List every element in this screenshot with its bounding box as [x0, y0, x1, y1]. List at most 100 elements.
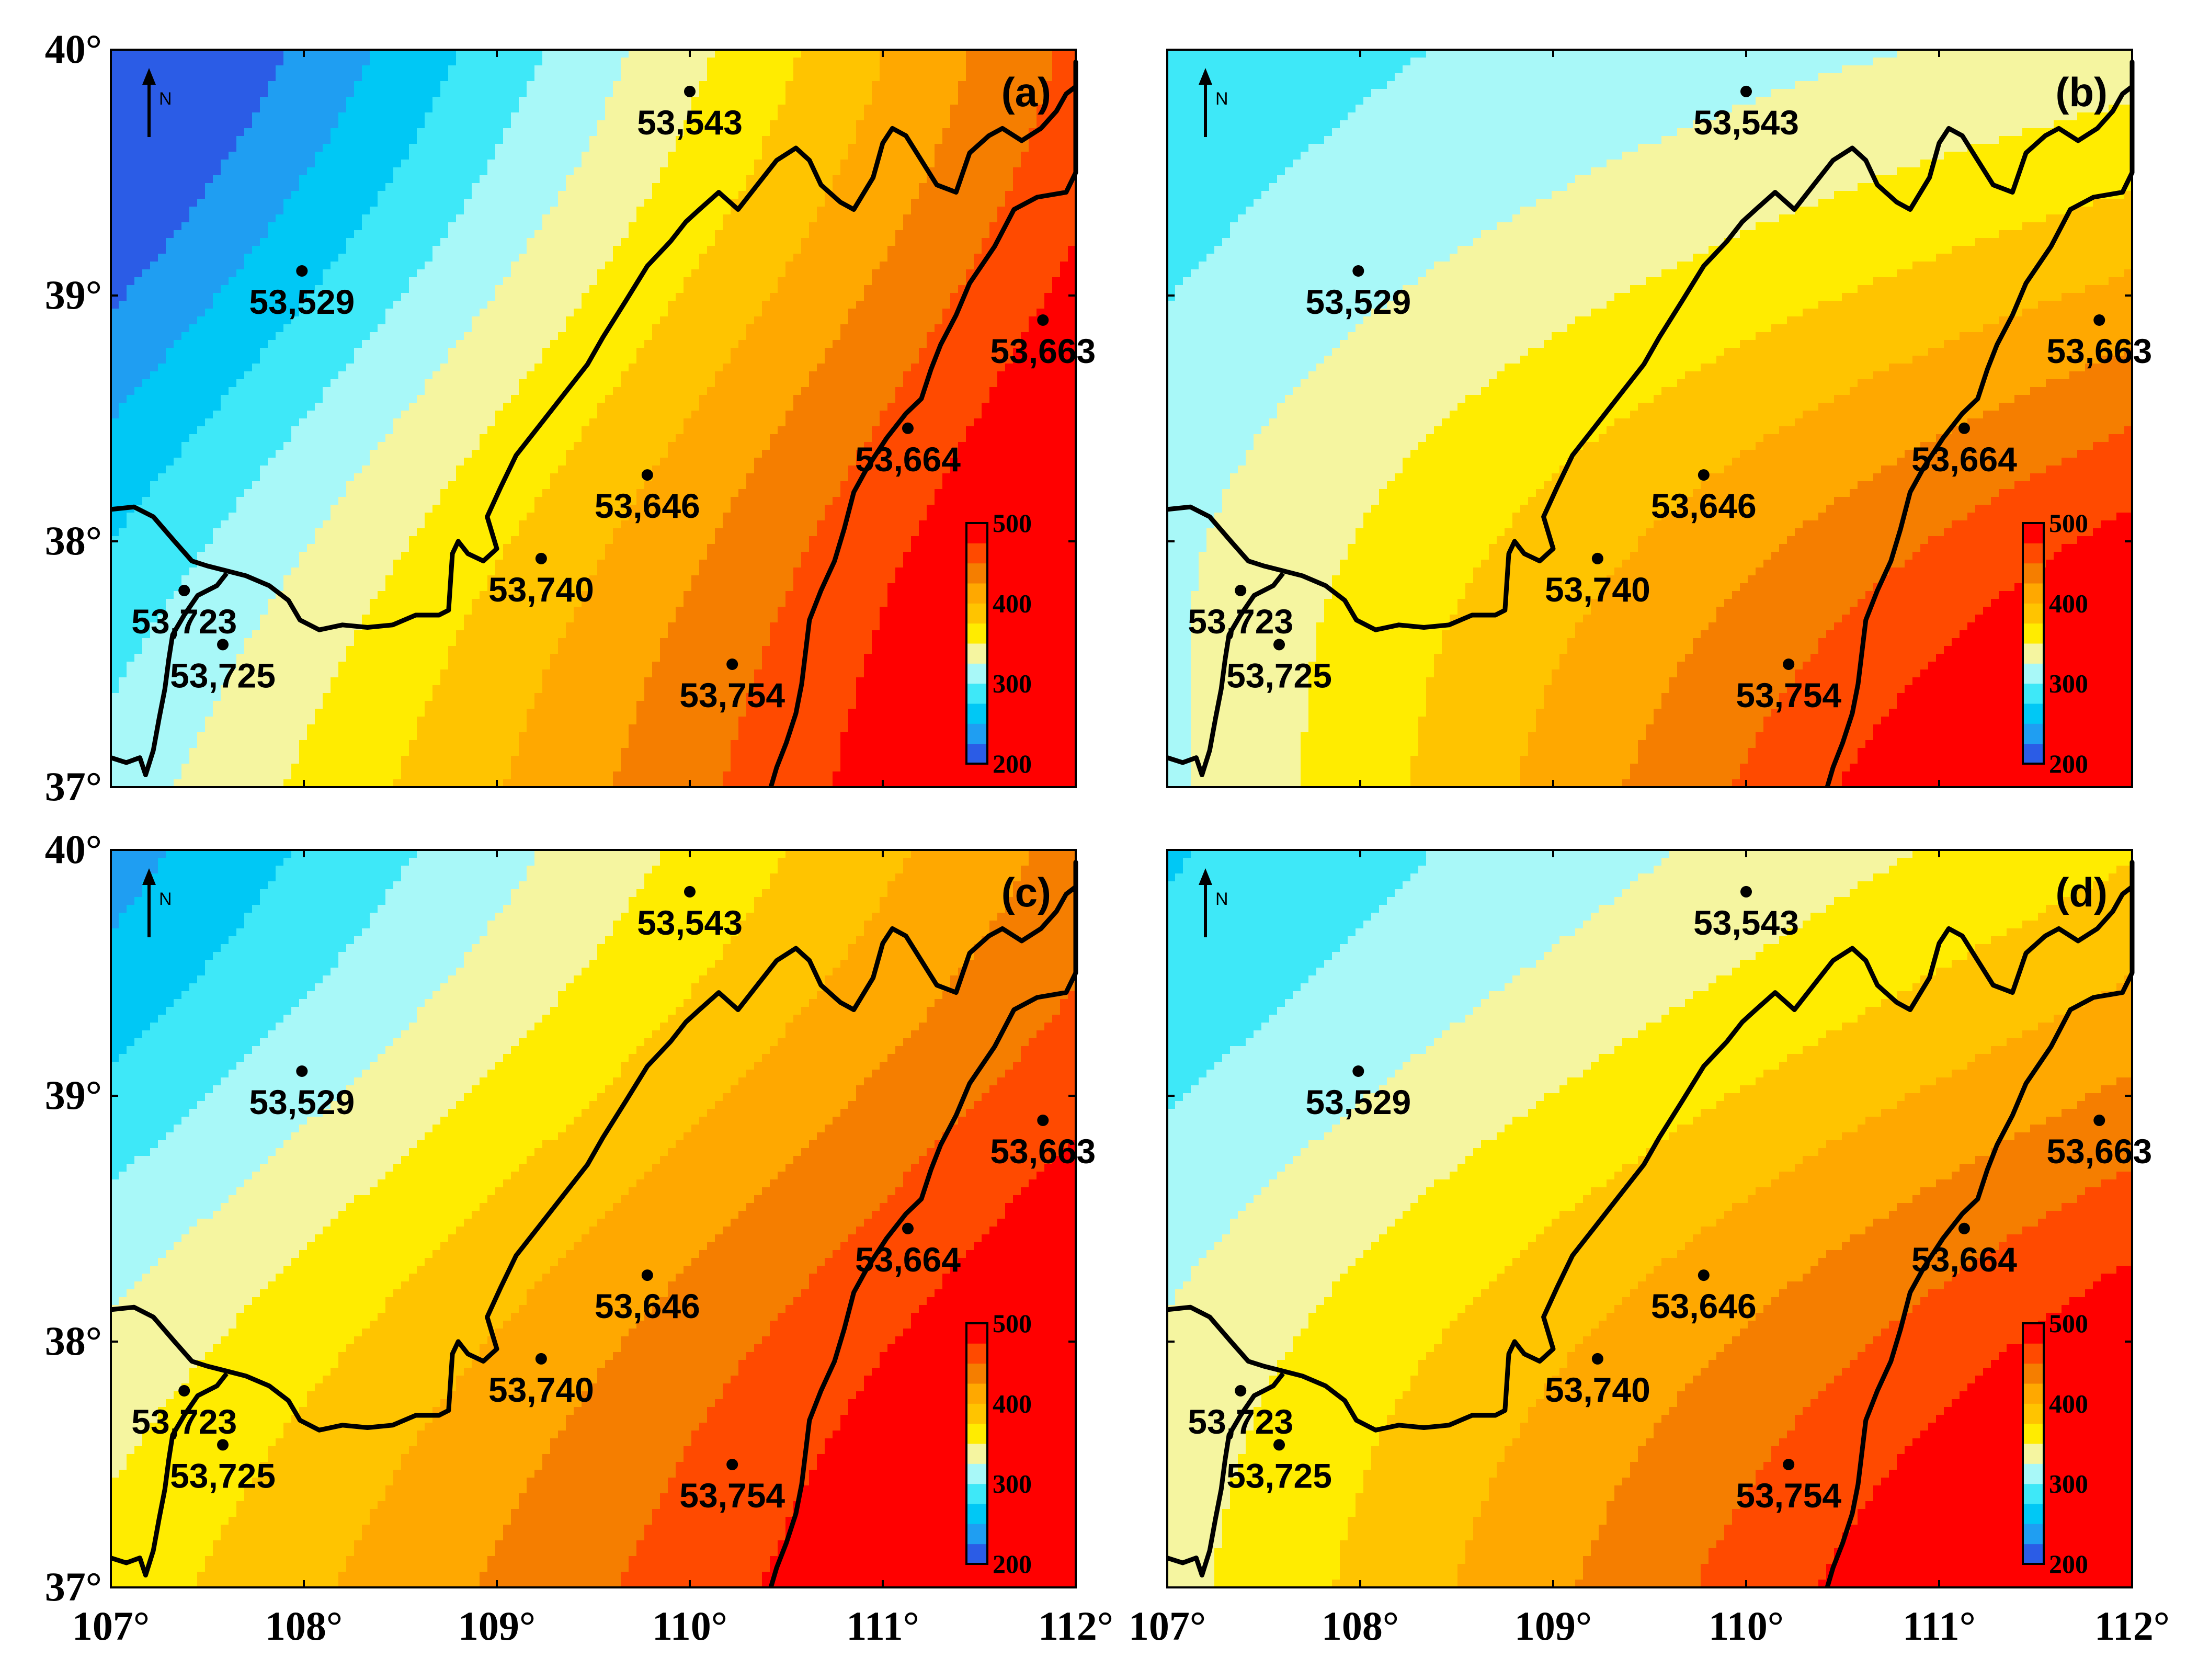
field-cell [346, 58, 355, 66]
field-cell [307, 199, 315, 207]
field-cell [495, 136, 504, 144]
field-cell [119, 73, 127, 82]
field-cell [236, 112, 245, 121]
field-cell [393, 136, 402, 144]
field-cell [432, 214, 441, 223]
field-cell [417, 450, 425, 458]
field-cell [150, 387, 158, 395]
field-cell [331, 701, 339, 709]
field-cell [487, 709, 496, 717]
field-cell [487, 481, 496, 490]
field-cell [291, 285, 300, 293]
field-cell [323, 175, 331, 184]
field-cell [393, 779, 402, 787]
field-cell [236, 591, 245, 599]
field-cell [346, 724, 355, 733]
field-cell [174, 685, 182, 694]
field-cell [244, 709, 253, 717]
field-cell [480, 450, 488, 458]
field-cell [511, 583, 519, 592]
field-cell [268, 717, 276, 725]
field-cell [440, 513, 449, 521]
field-cell [370, 560, 378, 568]
field-cell [260, 207, 268, 215]
field-cell [142, 717, 151, 725]
field-cell [448, 481, 457, 490]
field-cell [213, 50, 221, 58]
field-cell [378, 285, 386, 293]
field-cell [221, 466, 229, 474]
field-cell [464, 693, 472, 701]
field-cell [456, 356, 464, 364]
field-cell [205, 324, 213, 333]
field-cell [291, 183, 300, 191]
field-cell [299, 411, 308, 419]
field-cell [189, 693, 198, 701]
field-cell [323, 214, 331, 223]
field-cell [393, 481, 402, 490]
field-cell [417, 348, 425, 356]
field-cell [299, 591, 308, 599]
field-cell [448, 58, 457, 66]
field-cell [480, 591, 488, 599]
field-cell [213, 340, 221, 348]
field-cell [487, 646, 496, 654]
field-cell [370, 269, 378, 278]
field-cell [221, 364, 229, 372]
field-cell [142, 654, 151, 662]
field-cell [331, 144, 339, 152]
field-cell [432, 732, 441, 741]
field-cell [166, 450, 174, 458]
field-cell [362, 128, 370, 137]
field-cell [338, 505, 347, 513]
field-cell [370, 238, 378, 246]
field-cell [409, 73, 417, 82]
field-cell [370, 575, 378, 584]
field-cell [244, 167, 253, 176]
field-cell [134, 136, 143, 144]
field-cell [331, 669, 339, 678]
field-cell [456, 175, 464, 184]
field-cell [495, 505, 504, 513]
field-cell [260, 458, 268, 466]
field-cell [362, 277, 370, 286]
field-cell [331, 418, 339, 427]
field-cell [119, 607, 127, 615]
field-cell [401, 246, 409, 254]
field-cell [291, 442, 300, 450]
field-cell [464, 724, 472, 733]
field-cell [158, 238, 166, 246]
field-cell [401, 418, 409, 427]
field-cell [409, 167, 417, 176]
field-cell [323, 756, 331, 764]
field-cell [440, 764, 449, 772]
field-cell [283, 567, 292, 576]
field-cell [464, 65, 472, 74]
field-cell [385, 73, 394, 82]
field-cell [393, 638, 402, 646]
field-cell [166, 732, 174, 741]
field-cell [268, 740, 276, 748]
field-cell [111, 152, 119, 160]
field-cell [448, 332, 457, 340]
field-cell [213, 685, 221, 694]
field-cell [244, 779, 253, 787]
field-cell [134, 97, 143, 105]
field-cell [448, 740, 457, 748]
field-cell [393, 105, 402, 113]
field-cell [189, 316, 198, 325]
field-cell [244, 764, 253, 772]
field-cell [401, 724, 409, 733]
field-cell [189, 771, 198, 780]
field-cell [127, 332, 135, 340]
field-cell [181, 191, 190, 199]
field-cell [111, 387, 119, 395]
field-cell [409, 677, 417, 686]
field-cell [260, 646, 268, 654]
field-cell [503, 411, 511, 419]
field-cell [205, 434, 213, 442]
field-cell [221, 175, 229, 184]
field-cell [283, 575, 292, 584]
field-cell [354, 591, 362, 599]
field-cell [425, 58, 433, 66]
